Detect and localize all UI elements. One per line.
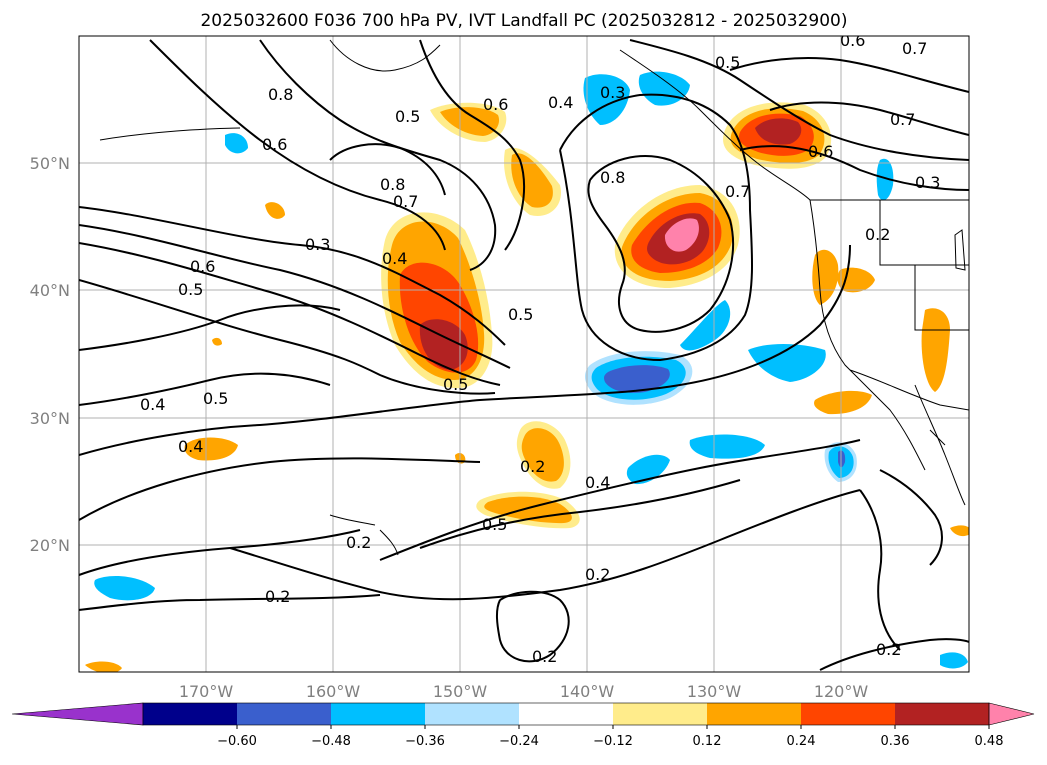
contour-label: 0.6 bbox=[190, 257, 215, 276]
contour-label: 0.6 bbox=[262, 135, 287, 154]
colorbar-swatch bbox=[237, 703, 332, 725]
colorbar-border bbox=[142, 702, 990, 726]
contour-label: 0.4 bbox=[585, 473, 610, 492]
colorbar-swatch bbox=[895, 703, 990, 725]
contour-label: 0.7 bbox=[890, 110, 915, 129]
colorbar-swatch bbox=[613, 703, 708, 725]
contour-labels: 0.6 0.7 0.8 0.5 0.6 0.3 0.4 0.5 0.7 0.6 … bbox=[140, 31, 940, 666]
contour-label: 0.5 bbox=[178, 280, 203, 299]
contour-label: 0.8 bbox=[380, 175, 405, 194]
ivt-contours bbox=[79, 39, 969, 671]
contour-label: 0.8 bbox=[268, 85, 293, 104]
pv-negative-fill bbox=[94, 71, 968, 669]
lon-label: 130°W bbox=[687, 682, 742, 701]
contour-label: 0.5 bbox=[395, 107, 420, 126]
lon-label: 160°W bbox=[306, 682, 361, 701]
lon-label: 120°W bbox=[814, 682, 869, 701]
graticule bbox=[79, 36, 969, 672]
colorbar-tick-label: 0.36 bbox=[881, 734, 910, 749]
contour-label: 0.8 bbox=[600, 168, 625, 187]
lat-axis: 50°N 40°N 30°N 20°N bbox=[30, 154, 70, 555]
contour-label: 0.7 bbox=[902, 39, 927, 58]
lat-label: 30°N bbox=[30, 409, 70, 428]
contour-label: 0.7 bbox=[725, 182, 750, 201]
contour-label: 0.5 bbox=[715, 53, 740, 72]
contour-label: 0.6 bbox=[483, 95, 508, 114]
colorbar-extend-max bbox=[988, 702, 1035, 726]
colorbar-swatch bbox=[425, 703, 520, 725]
contour-label: 0.5 bbox=[508, 305, 533, 324]
colorbar-extend-min bbox=[11, 702, 144, 726]
contour-label: 0.5 bbox=[482, 515, 507, 534]
contour-label: 0.2 bbox=[876, 640, 901, 659]
colorbar-swatch bbox=[143, 703, 238, 725]
contour-label: 0.6 bbox=[840, 31, 865, 50]
colorbar-tick-label: 0.24 bbox=[787, 734, 816, 749]
contour-label: 0.2 bbox=[585, 565, 610, 584]
contour-label: 0.4 bbox=[178, 437, 203, 456]
colorbar-swatch bbox=[707, 703, 802, 725]
contour-label: 0.4 bbox=[548, 93, 573, 112]
lon-label: 150°W bbox=[433, 682, 488, 701]
lon-label: 140°W bbox=[560, 682, 615, 701]
map-panel: 0.6 0.7 0.8 0.5 0.6 0.3 0.4 0.5 0.7 0.6 … bbox=[79, 31, 969, 672]
lon-axis: 170°W 160°W 150°W 140°W 130°W 120°W bbox=[179, 682, 869, 701]
colorbar-swatch bbox=[801, 703, 896, 725]
contour-label: 0.4 bbox=[382, 249, 407, 268]
contour-label: 0.5 bbox=[203, 389, 228, 408]
contour-label: 0.2 bbox=[532, 647, 557, 666]
colorbar-swatch bbox=[519, 703, 614, 725]
colorbar-swatch bbox=[331, 703, 426, 725]
contour-label: 0.3 bbox=[600, 83, 625, 102]
map-title: 2025032600 F036 700 hPa PV, IVT Landfall… bbox=[200, 11, 847, 31]
colorbar-tick-label: −0.48 bbox=[311, 734, 351, 749]
lat-label: 40°N bbox=[30, 281, 70, 300]
contour-label: 0.5 bbox=[443, 375, 468, 394]
contour-label: 0.7 bbox=[393, 192, 418, 211]
contour-label: 0.2 bbox=[346, 533, 371, 552]
colorbar-tick-label: −0.24 bbox=[499, 734, 539, 749]
colorbar-tick-label: −0.60 bbox=[217, 734, 257, 749]
colorbar-tick-label: −0.36 bbox=[405, 734, 445, 749]
colorbar-tick-label: 0.12 bbox=[693, 734, 722, 749]
contour-label: 0.3 bbox=[915, 173, 940, 192]
lon-label: 170°W bbox=[179, 682, 234, 701]
colorbar-tick-label: −0.12 bbox=[593, 734, 633, 749]
contour-label: 0.2 bbox=[865, 225, 890, 244]
colorbar: −0.60 −0.48 −0.36 −0.24 −0.12 0.12 0.24 0.36 0.4… bbox=[11, 702, 1035, 749]
map-border bbox=[78, 35, 970, 673]
coastlines bbox=[99, 39, 969, 556]
contour-label: 0.2 bbox=[520, 457, 545, 476]
colorbar-tick-label: 0.48 bbox=[975, 734, 1004, 749]
lat-label: 50°N bbox=[30, 154, 70, 173]
contour-label: 0.3 bbox=[305, 235, 330, 254]
contour-label: 0.6 bbox=[808, 142, 833, 161]
lat-label: 20°N bbox=[30, 536, 70, 555]
contour-label: 0.4 bbox=[140, 395, 165, 414]
contour-label: 0.2 bbox=[265, 587, 290, 606]
